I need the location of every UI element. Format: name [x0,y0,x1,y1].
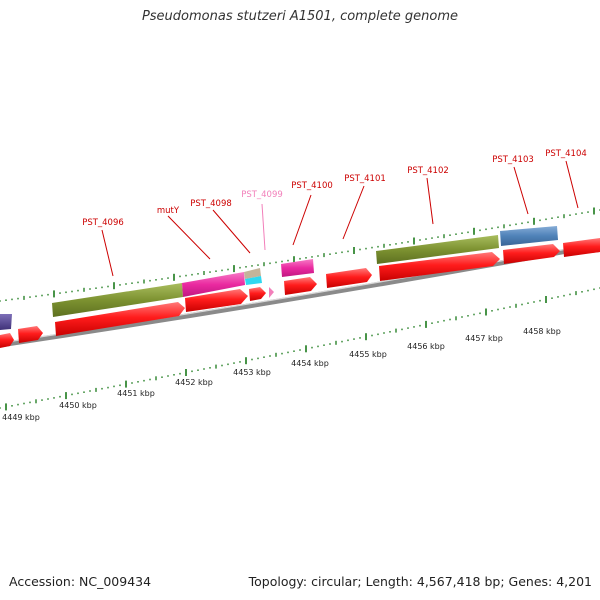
gene-label: PST_4100 [291,181,333,191]
scale-label: 4450 kbp [59,401,97,410]
scale-ticks [0,287,600,411]
cds-arrow [249,287,266,301]
gene-label: PST_4102 [407,166,449,176]
gene-label: PST_4103 [492,155,534,165]
label-leader-lines [101,160,579,277]
cds-arrow [18,326,43,343]
gene-label: PST_4099 [241,190,283,200]
gene-label: PST_4098 [190,199,232,209]
scale-label: 4451 kbp [117,389,155,398]
scale-label: 4458 kbp [523,327,561,336]
cds-arrow [503,244,560,264]
scale-label: 4456 kbp [407,342,445,351]
gene-feature-cyan [245,276,262,285]
gene-feature-blue [500,226,558,246]
cds-arrow [326,268,372,288]
cds-arrow [55,302,185,336]
gene-label: mutY [157,206,180,216]
scale-label: 4453 kbp [233,368,271,377]
gene-feature-magenta [182,272,245,297]
cds-arrow [0,333,14,348]
cds-arrow-pink [269,287,274,298]
gene-feature-magenta-2 [281,259,314,277]
outer-ticks [0,207,600,302]
cds-arrow [379,252,500,281]
gene-label: PST_4104 [545,149,587,159]
map-title: Pseudomonas stutzeri A1501, complete gen… [141,9,459,24]
cds-arrow [563,238,600,257]
cds-arrow [185,289,248,312]
gene-feature-indigo [0,314,12,330]
cds-arrow [284,277,317,295]
feature-track-upper [0,226,600,330]
gene-feature-olive-2 [376,235,499,264]
scale-label: 4452 kbp [175,378,213,387]
scale-label: 4454 kbp [291,359,329,368]
accession-label: Accession: NC_009434 [9,574,152,589]
scale-label: 4449 kbp [2,413,40,422]
scale-labels: 4449 kbp 4450 kbp 4451 kbp 4452 kbp 4453 kbp… [2,327,561,422]
genome-summary-label: Topology: circular; Length: 4,567,418 bp… [248,574,592,589]
gene-label: PST_4096 [82,218,124,228]
feature-track-lower [0,238,600,348]
gene-feature-olive [52,283,183,317]
gene-feature-tan [244,268,261,279]
gene-label: PST_4101 [344,174,386,184]
scale-label: 4455 kbp [349,350,387,359]
gene-labels: PST_4096 mutY PST_4098 PST_4099 PST_4100 PST_… [82,149,587,228]
scale-label: 4457 kbp [465,334,503,343]
